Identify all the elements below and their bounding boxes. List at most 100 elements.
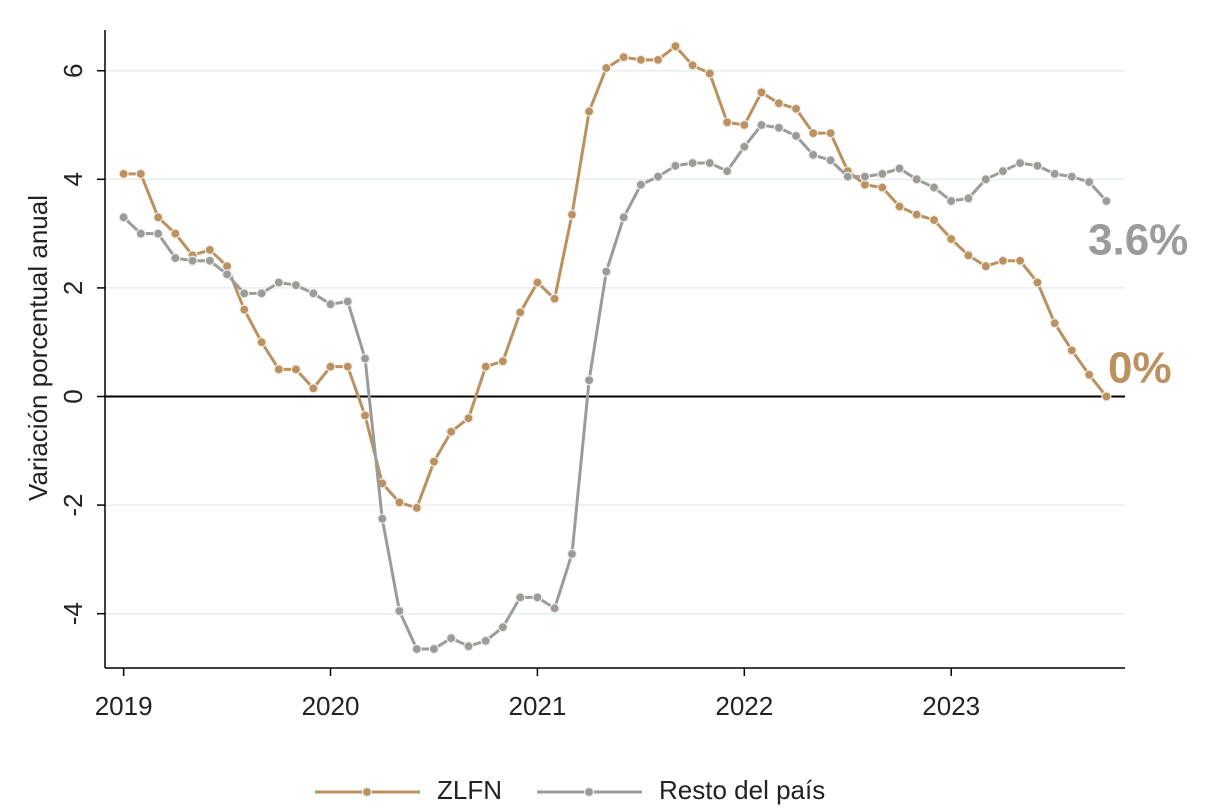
point: [463, 413, 474, 424]
point: [273, 277, 284, 288]
point: [532, 277, 543, 288]
point: [842, 171, 853, 182]
point: [980, 174, 991, 185]
x-tick-label: 2021: [508, 691, 566, 721]
point: [532, 592, 543, 603]
point: [601, 62, 612, 74]
point: [359, 353, 371, 364]
point: [273, 364, 284, 375]
point: [256, 288, 267, 299]
point: [359, 410, 371, 421]
point: [1032, 277, 1043, 288]
x-tick-label: 2020: [302, 691, 360, 721]
point: [549, 293, 560, 304]
point: [963, 193, 974, 204]
point: [290, 364, 302, 375]
point: [704, 68, 715, 79]
point: [635, 54, 646, 65]
point: [687, 60, 698, 71]
point: [911, 174, 922, 185]
legend-label: Resto del país: [659, 775, 825, 805]
point: [1015, 157, 1026, 169]
point: [773, 98, 784, 109]
point: [239, 288, 250, 299]
y-tick-label: 0: [58, 389, 88, 403]
point: [221, 269, 233, 280]
point: [652, 171, 664, 182]
y-tick-label: 4: [58, 172, 88, 186]
point: [1032, 160, 1043, 171]
x-tick-label: 2023: [922, 691, 980, 721]
point: [756, 119, 767, 131]
point: [239, 304, 250, 315]
y-tick-label: 2: [58, 281, 88, 295]
point: [153, 228, 164, 239]
point: [446, 633, 457, 644]
point: [894, 163, 905, 174]
point: [808, 128, 819, 139]
point: [566, 548, 578, 560]
series-line: [123, 44, 1108, 510]
point: [497, 356, 508, 367]
point: [1015, 255, 1026, 266]
point: [1049, 318, 1060, 329]
point: [497, 622, 508, 633]
point: [290, 280, 302, 291]
point: [670, 160, 681, 171]
x-tick-label: 2019: [95, 691, 153, 721]
point: [135, 168, 146, 179]
point: [153, 212, 164, 223]
point: [601, 266, 612, 277]
point: [1049, 168, 1060, 179]
point: [911, 209, 922, 220]
point: [170, 252, 181, 264]
annotation: 3.6%: [1088, 216, 1188, 265]
point: [256, 337, 267, 348]
point: [428, 643, 440, 655]
point: [515, 592, 526, 603]
point: [446, 426, 457, 437]
point: [739, 141, 750, 152]
point: [859, 171, 871, 182]
point: [1101, 195, 1112, 207]
point: [670, 41, 681, 52]
point: [635, 179, 646, 190]
point: [135, 228, 146, 239]
point: [515, 307, 526, 318]
point: [722, 117, 733, 128]
legend-marker: [361, 786, 373, 798]
point: [1066, 171, 1077, 182]
point: [1084, 176, 1095, 188]
point: [480, 361, 491, 372]
point: [808, 149, 819, 160]
point: [894, 201, 905, 212]
point: [428, 456, 440, 467]
point: [394, 605, 405, 617]
point: [325, 361, 336, 372]
point: [480, 635, 491, 646]
point: [1084, 369, 1095, 380]
point: [618, 212, 629, 223]
point: [877, 182, 888, 193]
series-line: [122, 123, 1108, 651]
point: [566, 209, 578, 220]
y-tick-label: -4: [58, 602, 88, 625]
point: [308, 383, 319, 394]
point: [997, 255, 1009, 266]
point: [204, 255, 215, 266]
point: [928, 214, 940, 226]
point: [204, 244, 215, 256]
legend-label: ZLFN: [437, 775, 502, 805]
point: [928, 182, 940, 193]
point: [687, 157, 698, 169]
point: [652, 54, 664, 65]
point: [187, 255, 198, 266]
point: [618, 52, 629, 63]
point: [704, 157, 715, 169]
point: [325, 299, 336, 310]
point: [342, 296, 353, 307]
point: [980, 261, 991, 272]
point: [946, 233, 957, 245]
point: [739, 119, 750, 131]
y-tick-label: 6: [58, 63, 88, 77]
